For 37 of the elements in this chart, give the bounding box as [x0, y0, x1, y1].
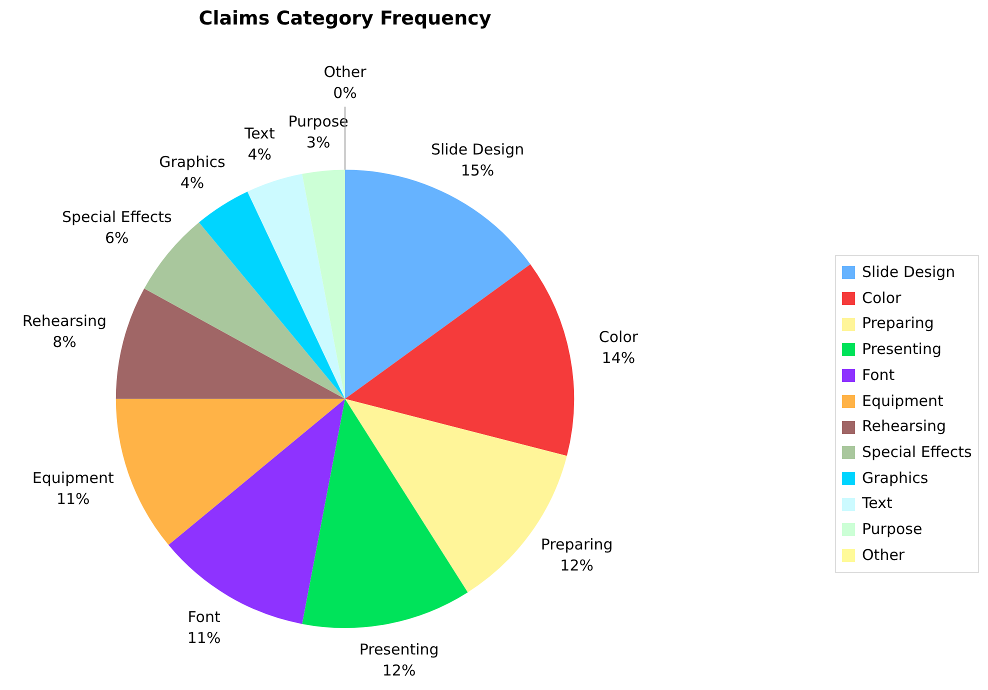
text: 0% [333, 84, 357, 102]
slice-label: Graphics [159, 152, 226, 171]
data-label: 12% [560, 556, 594, 574]
data-label: 3% [306, 133, 330, 152]
legend-label: Special Effects [862, 442, 972, 463]
data-label: 14% [602, 349, 636, 368]
slice-label: Purpose [288, 112, 348, 130]
slice-label: Special Effects [62, 208, 172, 226]
legend-label: Slide Design [862, 262, 956, 283]
legend-label: Preparing [862, 313, 934, 334]
legend-label: Graphics [862, 468, 928, 489]
data-label: 11% [187, 629, 221, 648]
slice-label: Presenting [359, 640, 439, 659]
legend-label: Color [862, 288, 902, 309]
legend-label: Text [862, 493, 892, 514]
slice-label: Text [243, 124, 275, 142]
legend-label: Other [862, 544, 905, 566]
legend-label: Rehearsing [862, 416, 946, 438]
data-label: 4% [180, 174, 204, 192]
data-label: 4% [248, 145, 272, 164]
slice-label: Preparing [540, 535, 613, 554]
data-label: 12% [382, 662, 416, 680]
slice-label: Font [188, 608, 220, 626]
slice-label: Color [598, 328, 639, 346]
legend-label: Purpose [862, 519, 922, 540]
legend-label: Equipment [862, 390, 944, 412]
data-label: 11% [56, 490, 90, 508]
data-label: 8% [52, 332, 76, 351]
category-label: Other [324, 63, 366, 82]
slice-label: Rehearsing [22, 312, 107, 330]
chart-title: Claims Category Frequency [198, 7, 492, 30]
slice-label: Slide Design [430, 140, 524, 158]
data-label: 15% [460, 161, 494, 180]
data-label: 6% [104, 229, 129, 248]
legend-label: Presenting [862, 339, 942, 360]
slice-label: Equipment [32, 468, 114, 487]
legend-label: Font [862, 364, 895, 386]
